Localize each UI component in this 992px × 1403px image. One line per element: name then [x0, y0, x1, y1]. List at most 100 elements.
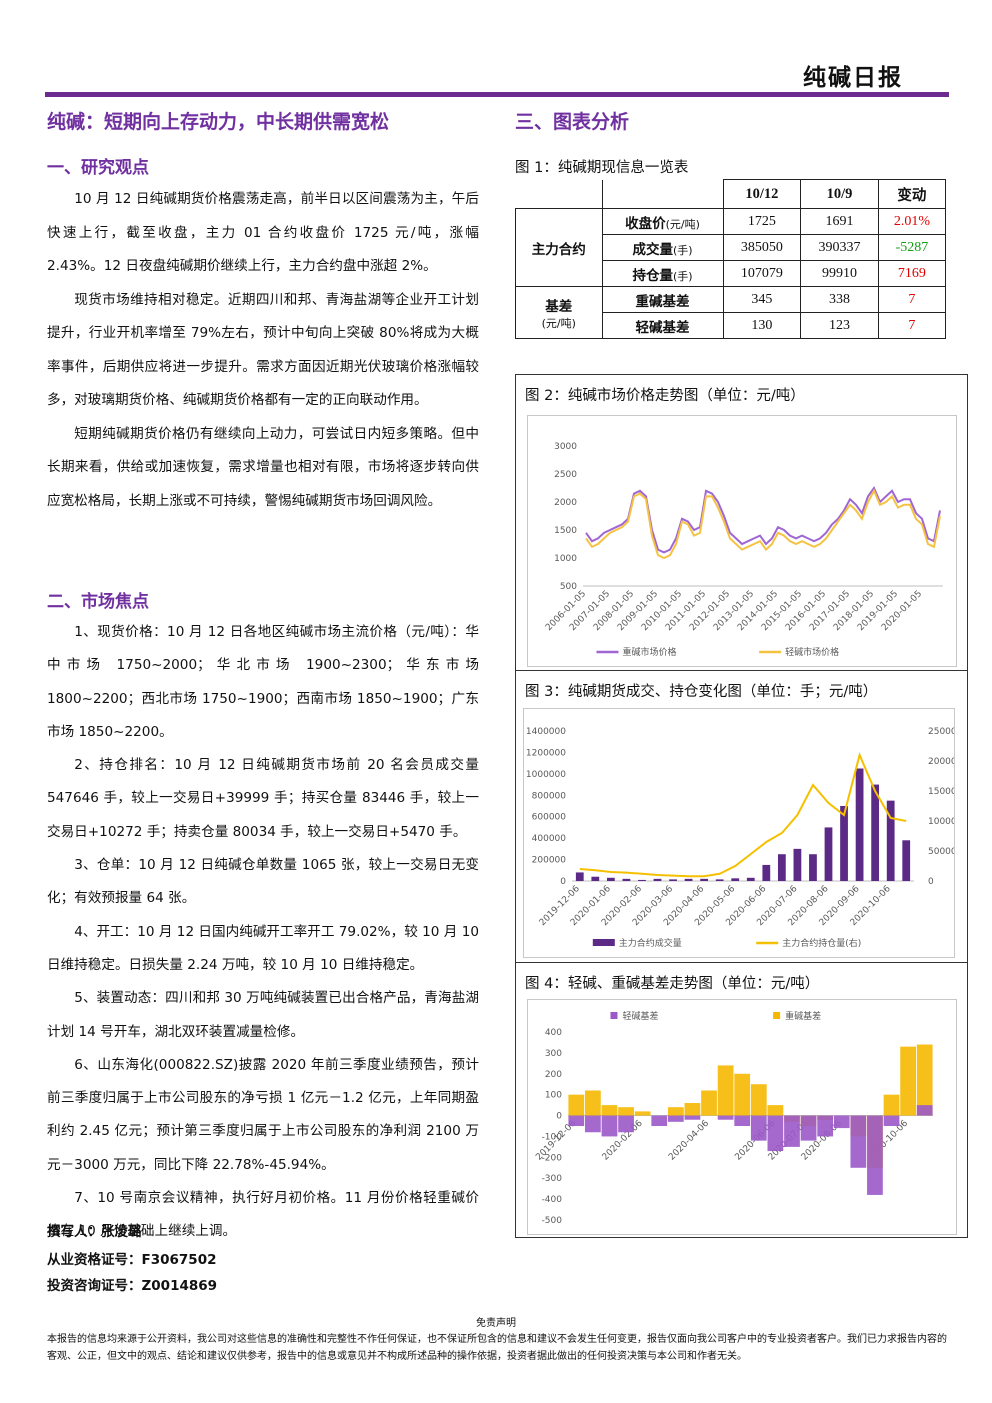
y-tick-label: -400: [542, 1195, 563, 1205]
row-label: 收盘价(元/吨): [601, 208, 724, 235]
y-tick-label: 100: [545, 1091, 562, 1101]
bar: [585, 1115, 601, 1133]
legend-label: 主力合约持仓量(右): [782, 937, 861, 949]
paragraph: 3、仓单：10 月 12 日纯碱仓单数量 1065 张，较上一交易日无变化；有效…: [47, 857, 479, 907]
paragraph: 6、山东海化(000822.SZ)披露 2020 年前三季度业绩预告，预计前三季…: [47, 1056, 479, 1173]
section-body: 10 月 12 日纯碱期货价格震荡走高，前半日以区间震荡为主，午后快速上行，截至…: [47, 183, 479, 518]
bar: [700, 878, 709, 881]
chart: 0200000400000600000800000100000012000001…: [523, 708, 955, 958]
y-tick-label: 1500: [554, 526, 577, 536]
y-tick-label: 2500: [554, 470, 577, 480]
y-tick-label: 200: [545, 1070, 562, 1080]
table-header: 10/12 10/9 变动: [515, 179, 947, 209]
group-unit: (元/吨): [541, 316, 576, 330]
bar: [886, 800, 895, 881]
paragraph: 2、持仓排名：10 月 12 日纯碱期货市场前 20 名会员成交量 547646…: [47, 757, 479, 840]
bar: [871, 784, 880, 881]
bar: [638, 879, 646, 881]
bar: [684, 1103, 701, 1116]
row-unit: (元/吨): [665, 217, 700, 231]
bar: [824, 827, 833, 881]
figure-caption: 图 3：纯碱期货成交、持仓变化图（单位：手；元/吨）: [525, 684, 878, 700]
series-line: [579, 751, 907, 878]
license: 从业资格证号：F3067502: [47, 1252, 217, 1268]
legend-label: 重碱基差: [785, 1010, 821, 1022]
blank-cell: [602, 179, 724, 209]
header-rule: [45, 92, 949, 97]
column-header: 变动: [877, 179, 947, 209]
main-title: 纯碱：短期向上存动力，中长期供需宽松: [47, 111, 390, 133]
bar: [883, 1094, 900, 1116]
section-body: 1、现货价格：10 月 12 日各地区纯碱市场主流价格（元/吨）：华中市场 17…: [47, 616, 479, 1249]
bar: [734, 1073, 751, 1116]
y2-tick-label: 150000: [928, 787, 955, 797]
change-cell: 7169: [877, 260, 947, 287]
change-cell: 7: [877, 286, 947, 313]
bar: [734, 1115, 751, 1126]
bar: [833, 1115, 850, 1129]
group-name: 基差: [545, 298, 573, 315]
legend-label: 轻碱基差: [622, 1010, 658, 1022]
legend-label: 重碱市场价格: [622, 646, 676, 658]
y-tick-label: 0: [556, 1112, 562, 1122]
bar: [667, 1115, 684, 1122]
bar: [902, 840, 911, 881]
y2-tick-label: 50000: [928, 847, 955, 857]
bar: [717, 1065, 734, 1116]
bar: [568, 1094, 585, 1116]
row-name: 持仓量: [632, 267, 673, 284]
cell: 1725: [722, 208, 802, 235]
paragraph: 7、10 号南京会议精神，执行好月初价格。11 月份价格轻重碱价格在 10 月份…: [47, 1190, 479, 1240]
y-tick-label: -300: [542, 1174, 563, 1184]
bar: [784, 1115, 800, 1147]
y-tick-label: 200000: [532, 856, 567, 866]
cell: 123: [800, 312, 879, 339]
disclaimer-title: 免责声明: [476, 1318, 516, 1329]
author: 撰写人：张凌璐: [47, 1224, 142, 1240]
bar: [850, 1115, 867, 1168]
table-caption: 图 1：纯碱期现信息一览表: [515, 160, 689, 176]
paragraph: 1、现货价格：10 月 12 日各地区纯碱市场主流价格（元/吨）：华中市场 17…: [47, 624, 479, 740]
bar: [715, 879, 724, 881]
legend-label: 轻碱市场价格: [785, 646, 839, 658]
blank-cell: [515, 179, 603, 209]
y-tick-label: 300: [545, 1049, 562, 1059]
y-tick-label: 400000: [532, 834, 567, 844]
row-name: 成交量: [632, 241, 673, 258]
data-table: 10/12 10/9 变动 主力合约 收盘价(元/吨) 1725 1691 2.…: [515, 179, 947, 339]
legend-swatch: [610, 1012, 618, 1019]
row-label: 成交量(手): [601, 234, 724, 261]
bar: [762, 864, 771, 881]
change-cell: -5287: [877, 234, 947, 261]
figure: 图 2：纯碱市场价格走势图（单位：元/吨） 500 1000 1500 2000 250…: [515, 374, 968, 671]
cell: 338: [800, 286, 879, 313]
bar: [669, 879, 677, 881]
figure: 图 3：纯碱期货成交、持仓变化图（单位：手；元/吨） 0 200000 400000…: [515, 670, 968, 963]
bar: [867, 1115, 883, 1195]
x-tick-label: 2020-04-06: [667, 1118, 711, 1162]
series-line: [585, 488, 941, 560]
figure-caption: 图 2：纯碱市场价格走势图（单位：元/吨）: [525, 388, 805, 404]
row-name: 收盘价: [625, 215, 666, 232]
bar: [585, 1090, 601, 1116]
bar: [731, 878, 740, 881]
bar: [653, 878, 662, 881]
cell: 390337: [800, 234, 879, 261]
bar: [618, 1115, 634, 1133]
bar: [883, 1115, 900, 1126]
legend-swatch: [592, 939, 615, 946]
group-label: 主力合约: [515, 208, 603, 287]
series-line: [585, 485, 941, 554]
figure-caption: 图 4：轻碱、重碱基差走势图（单位：元/吨）: [525, 976, 820, 992]
y-tick-label: 500: [560, 582, 577, 592]
y2-tick-label: 250000: [928, 727, 955, 737]
chart: 500100015002000250030002006-01-052007-01…: [527, 415, 957, 667]
bar: [767, 1115, 784, 1152]
row-unit: (手): [672, 269, 693, 283]
bar: [750, 1115, 767, 1141]
bar: [634, 1111, 651, 1116]
group-label: 基差 (元/吨): [515, 286, 603, 339]
row-label: 重碱基差: [601, 286, 724, 313]
bar: [591, 876, 600, 881]
